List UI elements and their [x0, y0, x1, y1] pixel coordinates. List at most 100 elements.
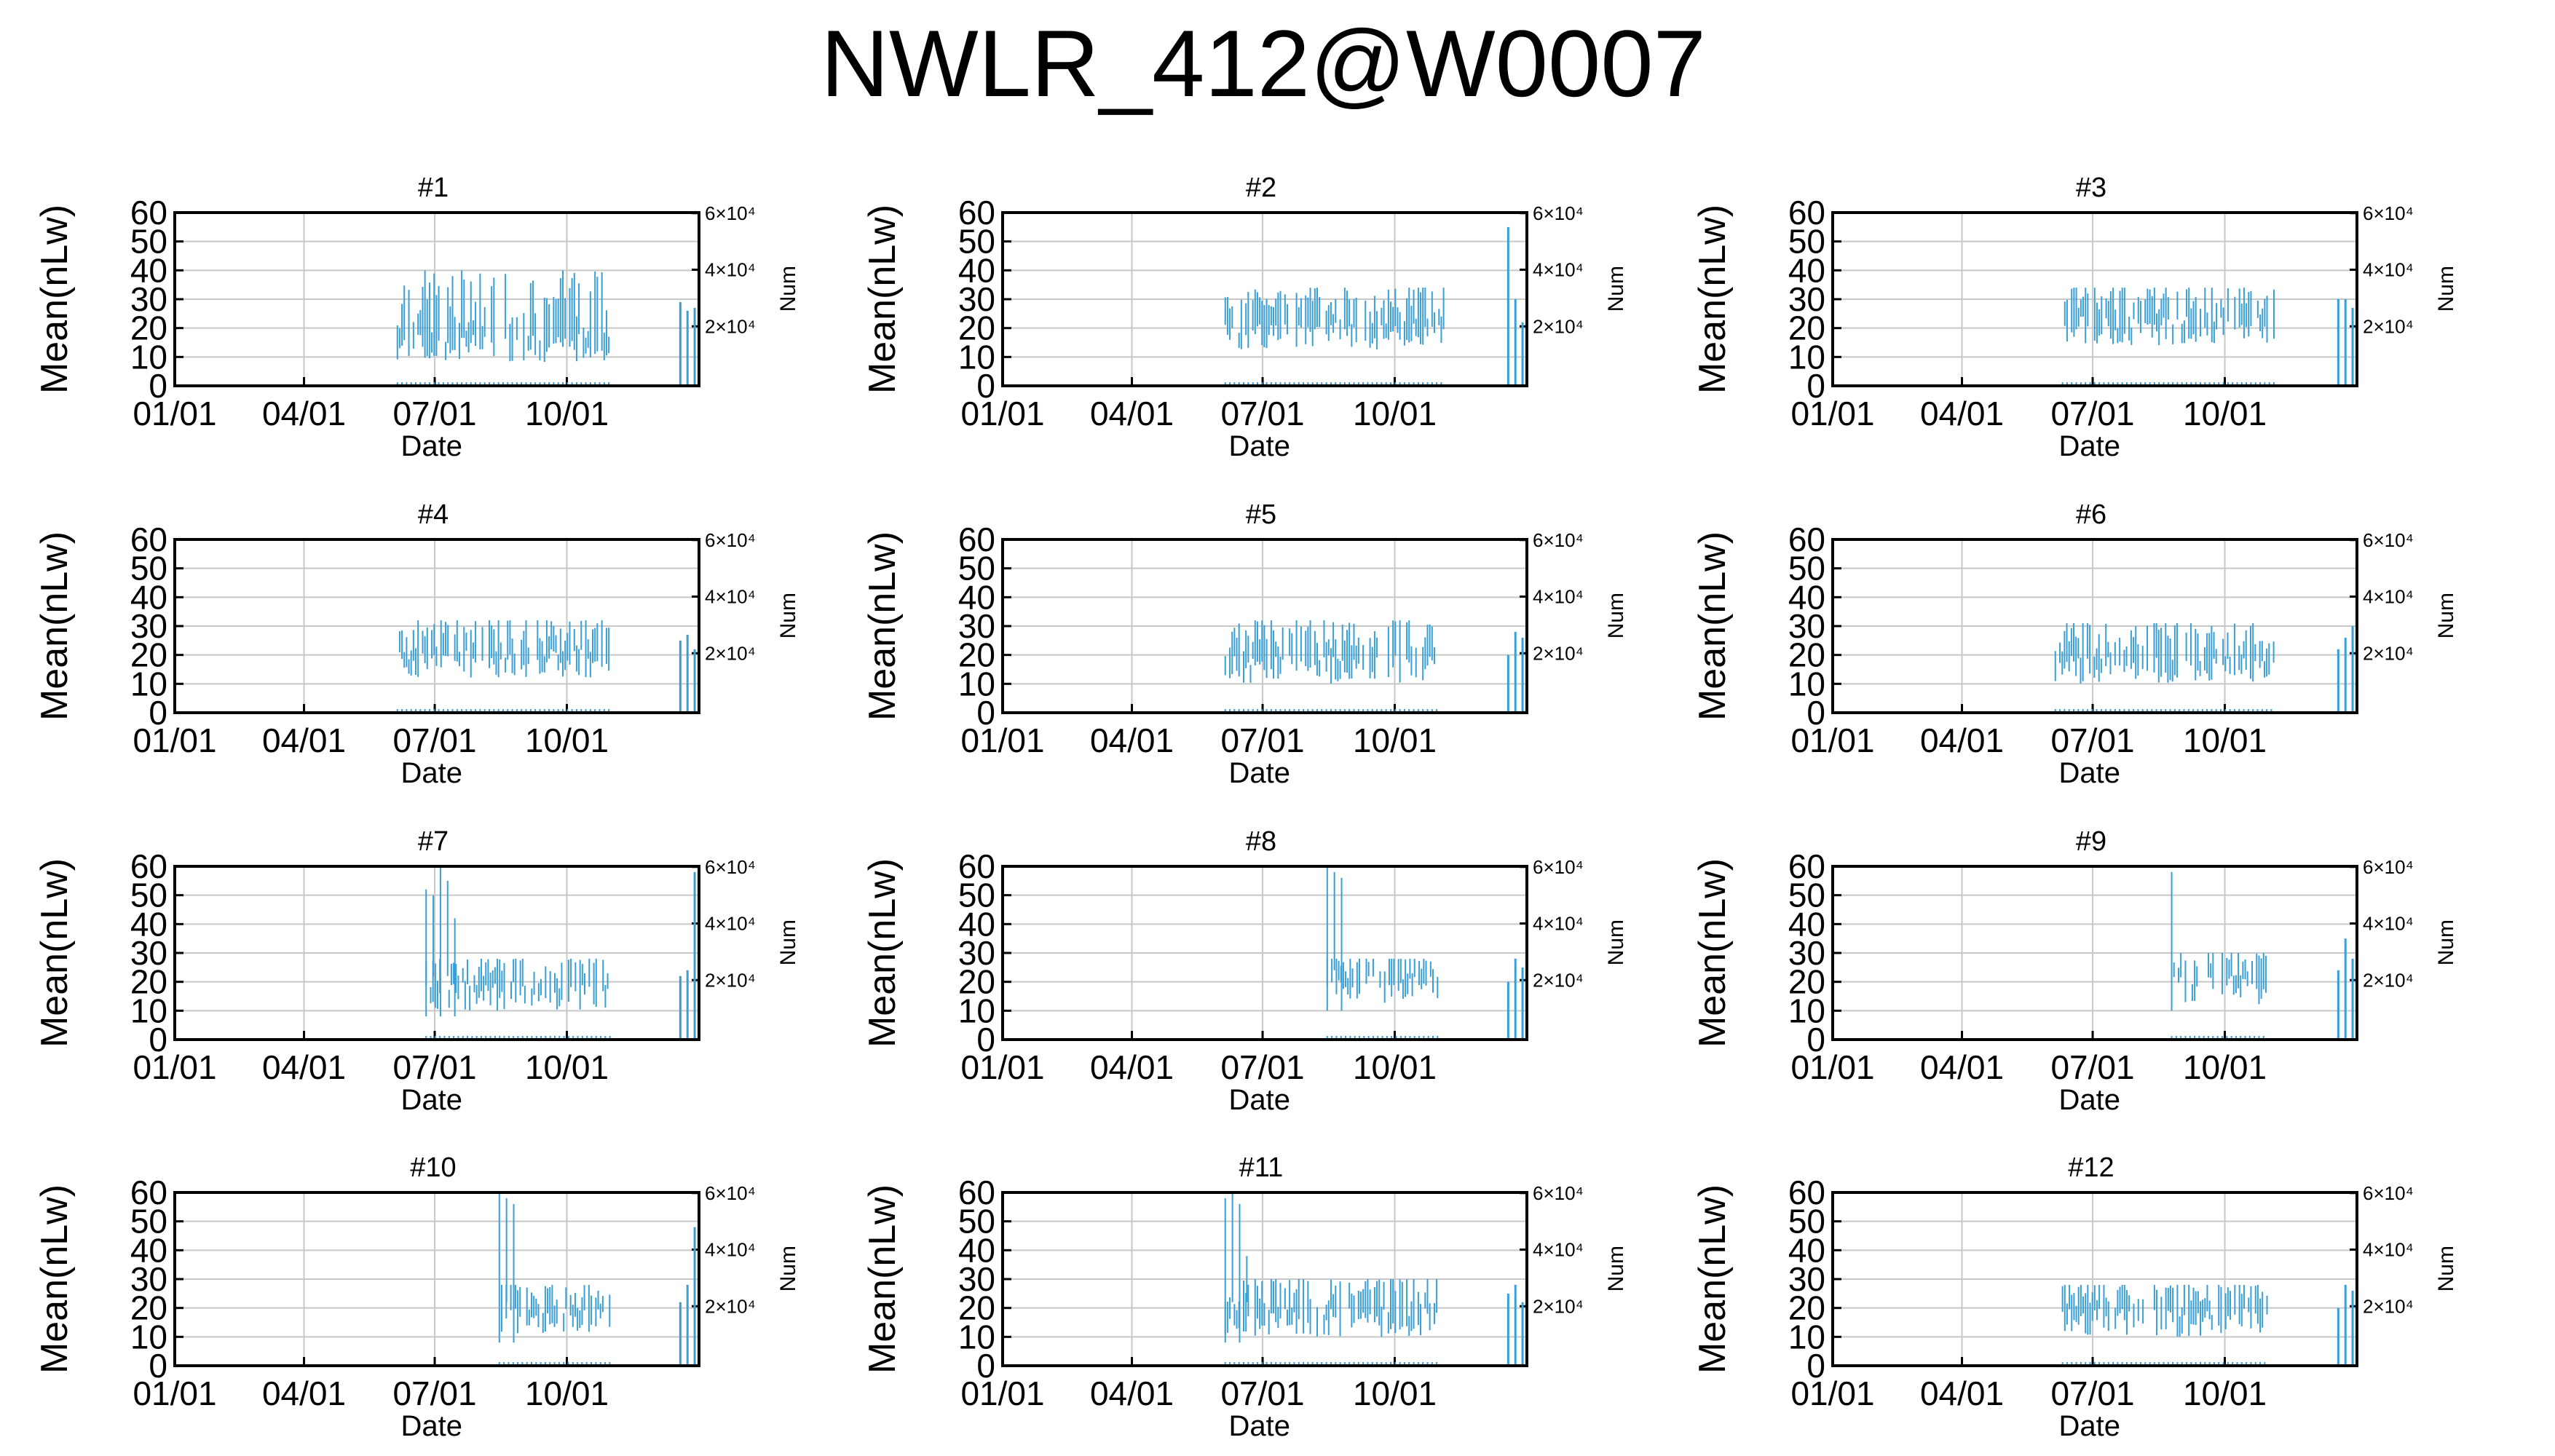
y-tick-label: 30: [958, 280, 995, 318]
y-tick-label: 40: [958, 905, 995, 943]
x-tick-label: 04/01: [1920, 721, 2004, 759]
x-tick-label: 01/01: [960, 395, 1044, 432]
y-tick-label: 30: [1788, 934, 1825, 972]
x-tick-label: 04/01: [262, 1374, 346, 1412]
series-mean: [1326, 866, 1524, 1040]
x-tick-label: 10/01: [2183, 1374, 2267, 1412]
series-mean: [498, 1192, 696, 1366]
y-tick-label: 20: [958, 309, 995, 347]
series-mean: [1224, 226, 1524, 386]
x-tick-label: 04/01: [1090, 395, 1174, 432]
y-tick-label: 50: [958, 223, 995, 261]
y2-tick-label: 4×10⁴: [1533, 1239, 1584, 1261]
y2-axis-label: Num: [776, 1246, 800, 1291]
y-tick-label: 40: [1788, 578, 1825, 616]
x-tick-label: 01/01: [1790, 1374, 1874, 1412]
panel-title: #8: [1246, 826, 1276, 857]
y2-tick-label: 4×10⁴: [2363, 1239, 2414, 1261]
y-tick-label: 10: [1788, 338, 1825, 376]
x-tick-label: 04/01: [262, 721, 346, 759]
y2-tick-label: 2×10⁴: [1533, 642, 1584, 664]
y-tick-label: 10: [1788, 992, 1825, 1029]
y2-tick-label: 2×10⁴: [1533, 969, 1584, 991]
y-tick-label: 0: [149, 694, 167, 732]
y-tick-label: 60: [130, 847, 167, 885]
y-tick-label: 50: [1788, 1203, 1825, 1241]
y-tick-label: 50: [1788, 550, 1825, 587]
x-axis-label: Date: [2059, 1084, 2121, 1116]
series-mean: [2061, 288, 2354, 386]
x-tick-label: 07/01: [2050, 1048, 2134, 1086]
x-tick-label: 07/01: [1220, 1048, 1304, 1086]
panel-title: #5: [1246, 499, 1276, 530]
y-tick-label: 30: [958, 1260, 995, 1298]
x-tick-label: 01/01: [960, 1374, 1044, 1412]
y-tick-label: 40: [1788, 1231, 1825, 1269]
y2-tick-label: 2×10⁴: [2363, 642, 2414, 664]
y2-tick-label: 2×10⁴: [705, 1295, 756, 1317]
panel-title: #7: [418, 826, 449, 857]
y-tick-label: 50: [130, 223, 167, 261]
y-tick-label: 60: [1788, 847, 1825, 885]
y-tick-label: 0: [976, 694, 995, 732]
y-tick-label: 60: [958, 521, 995, 558]
y-tick-label: 50: [130, 550, 167, 587]
y-tick-label: 50: [1788, 223, 1825, 261]
x-axis-label: Date: [2059, 430, 2121, 462]
x-tick-label: 04/01: [262, 395, 346, 432]
plot-frame: [173, 211, 700, 387]
y-axis-label: Mean(nLw): [1691, 531, 1734, 721]
y-tick-label: 10: [130, 992, 167, 1029]
panel-title: #12: [2068, 1152, 2114, 1183]
series-mean: [1224, 620, 1524, 713]
y2-axis-label: Num: [1604, 593, 1628, 638]
y2-tick-label: 6×10⁴: [705, 856, 756, 878]
y-axis-label: Mean(nLw): [861, 1184, 904, 1374]
x-tick-label: 04/01: [1090, 1374, 1174, 1412]
plot-frame: [173, 1191, 700, 1367]
y-tick-label: 10: [958, 338, 995, 376]
y2-tick-label: 6×10⁴: [705, 1182, 756, 1204]
y-tick-label: 0: [976, 1021, 995, 1059]
x-tick-label: 07/01: [2050, 395, 2134, 432]
x-tick-label: 07/01: [2050, 1374, 2134, 1412]
y-tick-label: 20: [1788, 963, 1825, 1001]
x-axis-label: Date: [1229, 757, 1291, 789]
y2-axis-label: Num: [776, 266, 800, 312]
y2-tick-label: 2×10⁴: [2363, 315, 2414, 337]
y2-tick-label: 4×10⁴: [1533, 586, 1584, 608]
y-tick-label: 60: [1788, 194, 1825, 232]
y2-tick-label: 2×10⁴: [705, 642, 756, 664]
plot-frame: [1001, 538, 1528, 714]
x-axis-label: Date: [401, 430, 463, 462]
x-tick-label: 10/01: [1353, 1374, 1437, 1412]
panel-title: #11: [1239, 1152, 1284, 1183]
x-tick-label: 10/01: [525, 721, 609, 759]
y-axis-label: Mean(nLw): [861, 858, 904, 1048]
y-tick-label: 50: [958, 877, 995, 914]
x-tick-label: 10/01: [1353, 721, 1437, 759]
x-tick-label: 07/01: [392, 1048, 476, 1086]
x-tick-label: 10/01: [525, 1048, 609, 1086]
x-tick-label: 01/01: [960, 721, 1044, 759]
y-tick-label: 60: [1788, 521, 1825, 558]
y-axis-label: Mean(nLw): [33, 1184, 76, 1374]
y2-tick-label: 2×10⁴: [2363, 1295, 2414, 1317]
x-tick-label: 01/01: [133, 1374, 216, 1412]
y-axis-label: Mean(nLw): [33, 205, 76, 394]
y2-tick-label: 6×10⁴: [2363, 202, 2414, 224]
y-tick-label: 40: [1788, 905, 1825, 943]
x-tick-label: 04/01: [1920, 1048, 2004, 1086]
panel-title: #9: [2076, 826, 2106, 857]
y2-tick-label: 6×10⁴: [1533, 529, 1584, 551]
x-tick-label: 07/01: [1220, 1374, 1304, 1412]
y-tick-label: 50: [958, 550, 995, 587]
panel-title: #10: [410, 1152, 456, 1183]
